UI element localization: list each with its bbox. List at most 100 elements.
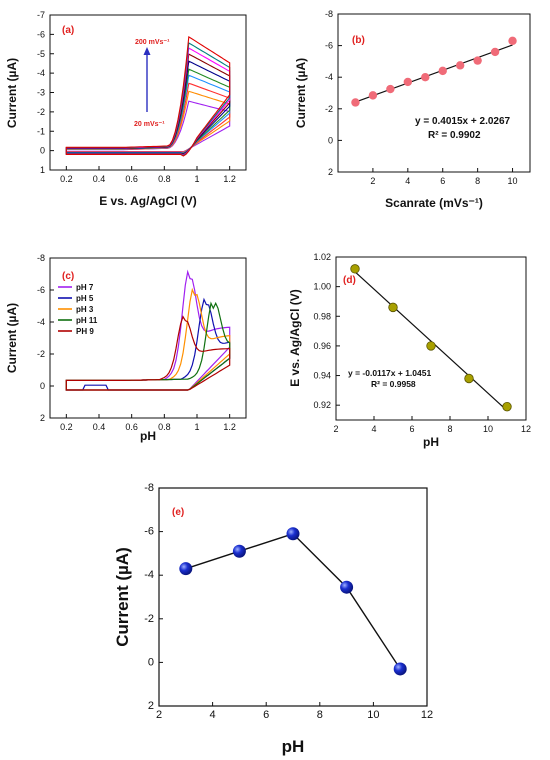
- panel-b-xtick-label: 4: [405, 176, 410, 186]
- panel-c-xtick-label: 0.2: [60, 422, 73, 432]
- panel-d-point: [464, 373, 474, 384]
- panel-b-xtick-label: 8: [475, 176, 480, 186]
- panel-b-point: [421, 73, 430, 82]
- panel-c-cv-curve: [65, 315, 231, 391]
- panel-a-arrowhead: [143, 47, 151, 55]
- panel-b-xlabel: Scanrate (mVs⁻¹): [385, 196, 483, 210]
- panel-a-xlabel: E vs. Ag/AgCl (V): [99, 194, 197, 208]
- panel-b-ytick-label: -6: [325, 41, 333, 51]
- panel-a-xtick-label: 0.4: [93, 174, 106, 184]
- panel-c-ytick-label: 2: [40, 413, 45, 423]
- panel-b-point: [473, 56, 482, 65]
- panel-c-xtick-label: 0.8: [158, 422, 171, 432]
- panel-d-ytick-label: 0.92: [313, 400, 331, 410]
- panel-d-ytick-label: 0.94: [313, 371, 331, 381]
- panel-b-point: [508, 36, 517, 46]
- panel-c-xtick-label: 1.2: [223, 422, 236, 432]
- panel-c-xlabel: pH: [140, 429, 156, 443]
- panel-a: 0.2 0.4 0.6 0.8 1 1.2 1 0 -1 -2 -3 -4 -5 -6 -7 200 mVs…: [5, 10, 247, 208]
- panel-a-cv-curve: [65, 82, 231, 154]
- panel-a-annotation-top: 200 mVs⁻¹: [135, 39, 170, 46]
- panel-b-r2: R² = 0.9902: [428, 130, 481, 141]
- panel-e-ytick-label: 0: [148, 656, 154, 668]
- panel-a-xtick-label: 1.2: [223, 174, 236, 184]
- panel-d-xlabel: pH: [423, 435, 439, 449]
- panel-e-xtick-label: 8: [317, 709, 323, 721]
- panel-e-series-line: [185, 533, 401, 670]
- panel-d-xtick-label: 4: [371, 424, 376, 434]
- panel-a-ytick-label: -6: [37, 29, 45, 39]
- panel-c-xtick-label: 0.6: [125, 422, 138, 432]
- panel-e-label: (e): [172, 507, 184, 518]
- panel-b-point: [455, 61, 465, 70]
- panel-d-label: (d): [343, 275, 356, 286]
- panel-b-fit-line: [355, 44, 513, 103]
- panel-a-xtick-label: 0.6: [125, 174, 138, 184]
- panel-b-xtick-label: 10: [508, 176, 518, 186]
- panel-b-ytick-label: -4: [325, 72, 333, 82]
- panel-e-ylabel: Current (µA): [113, 547, 132, 647]
- panel-b-point: [438, 66, 447, 76]
- panel-d-point: [502, 401, 512, 412]
- panel-a-annotation-bottom: 20 mVs⁻¹: [134, 121, 165, 128]
- panel-c-legend-entry: pH 11: [76, 316, 98, 325]
- panel-a-ytick-label: -2: [37, 107, 45, 117]
- panel-a-ylabel: Current (µA): [5, 58, 19, 128]
- panel-c-legend-entry: pH 7: [76, 283, 94, 292]
- panel-c-legend-entry: pH 3: [76, 305, 94, 314]
- panel-d-xtick-label: 8: [447, 424, 452, 434]
- panel-b-ylabel: Current (µA): [294, 58, 308, 128]
- panel-d-ytick-label: 1.00: [313, 282, 331, 292]
- panel-a-xtick-label: 0.8: [158, 174, 171, 184]
- panel-a-ytick-label: -5: [37, 49, 45, 59]
- panel-c-legend-entry: pH 5: [76, 294, 94, 303]
- panel-a-ytick-label: -3: [37, 88, 45, 98]
- panel-e: 2 4 6 8 10 12 2 0 -2 -4 -6 -8 (e) pH Current (µA): [113, 482, 433, 756]
- panel-e-point: [286, 527, 300, 541]
- panel-a-cv-curve: [65, 74, 231, 154]
- panel-b-point: [403, 77, 413, 87]
- panel-c-ytick-label: -4: [37, 317, 45, 327]
- panel-e-ytick-label: -2: [144, 613, 154, 625]
- panel-a-ytick-label: -4: [37, 68, 45, 78]
- panel-e-ytick-label: 2: [148, 700, 154, 712]
- panel-e-point: [393, 662, 407, 676]
- panel-d-r2: R² = 0.9958: [371, 379, 416, 389]
- panel-c: 0.2 0.4 0.6 0.8 1 1.2 2 0 -2 -4 -6 -8 pH 7 pH 5 pH 3 p…: [5, 253, 247, 443]
- panel-a-cv-curve: [65, 42, 231, 157]
- panel-b-equation: y = 0.4015x + 2.0267: [415, 116, 511, 127]
- panel-d-ytick-label: 0.98: [313, 311, 331, 321]
- panel-d-fit-line: [354, 271, 508, 411]
- panel-a-cv-curve: [65, 35, 231, 157]
- panel-c-xtick-label: 0.4: [93, 422, 106, 432]
- panel-e-xtick-label: 4: [210, 709, 216, 721]
- panel-c-ytick-label: -2: [37, 349, 45, 359]
- panel-d-xtick-label: 12: [521, 424, 531, 434]
- panel-e-ytick-label: -6: [144, 526, 154, 538]
- panel-e-xlabel: pH: [282, 737, 305, 756]
- panel-b-point: [351, 98, 360, 107]
- panel-b-xtick-label: 2: [370, 176, 375, 186]
- panel-b-ytick-label: 0: [328, 135, 333, 145]
- panel-d-xtick-label: 10: [483, 424, 493, 434]
- panel-d-point: [350, 264, 360, 274]
- panel-e-point: [340, 580, 354, 594]
- panel-b: 2 4 6 8 10 2 0 -2 -4 -6 -8 (b) y = 0.4015x + 2.026…: [294, 9, 531, 210]
- panel-a-label: (a): [62, 25, 74, 36]
- panel-b-point: [490, 47, 500, 57]
- panel-d-equation: y = -0.0117x + 1.0451: [348, 368, 431, 378]
- panel-d-xtick-label: 2: [333, 424, 338, 434]
- panel-a-ytick-label: -7: [37, 10, 45, 20]
- panel-b-ytick-label: 2: [328, 167, 333, 177]
- panel-b-xtick-label: 6: [440, 176, 445, 186]
- panel-a-ytick-label: 0: [40, 146, 45, 156]
- panel-c-ytick-label: -6: [37, 285, 45, 295]
- panel-a-xtick-label: 0.2: [60, 174, 73, 184]
- panel-c-ylabel: Current (µA): [5, 303, 19, 373]
- panel-e-xtick-label: 12: [421, 709, 433, 721]
- panel-b-point: [368, 91, 378, 100]
- panel-b-ytick-label: -2: [325, 104, 333, 114]
- panel-a-cv-curve: [65, 47, 231, 156]
- panel-d-xtick-label: 6: [409, 424, 414, 434]
